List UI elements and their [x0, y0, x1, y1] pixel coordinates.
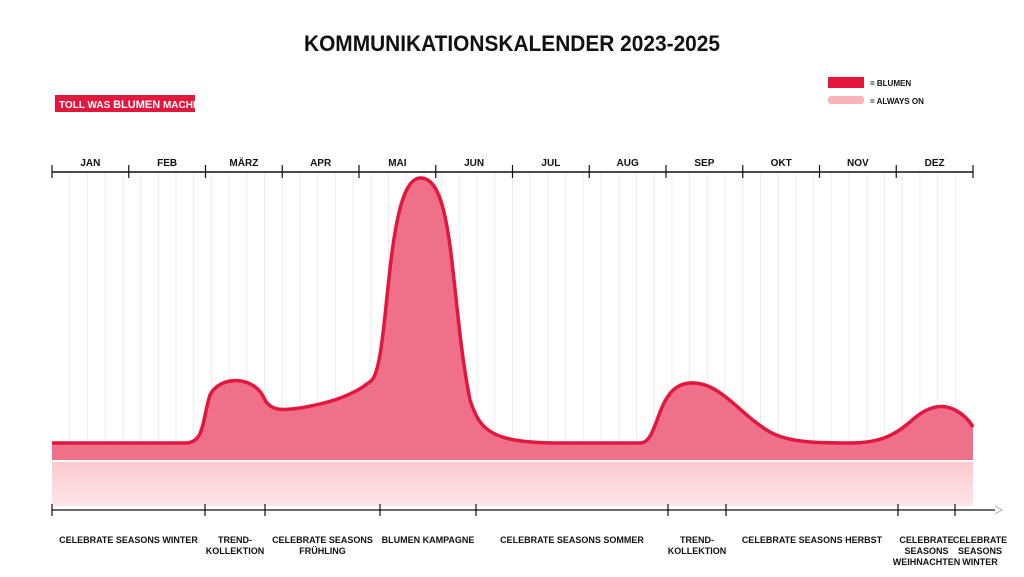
- phase-line: KOLLEKTION: [668, 546, 727, 556]
- phase-line: SEASONS: [958, 546, 1002, 556]
- phase-label: TREND-KOLLEKTION: [206, 535, 265, 556]
- phase-label: CELEBRATE SEASONS WINTER: [953, 535, 1007, 567]
- phase-line: TREND-: [218, 535, 252, 545]
- phase-line: CELEBRATE SEASONS SOMMER: [500, 535, 644, 545]
- phase-line: SEASONS: [904, 546, 948, 556]
- logo-part: TOLL WAS: [59, 100, 111, 111]
- logo: TOLL WAS BLUMEN MACHEN.DE: [55, 95, 217, 112]
- phase-label: CELEBRATE SEASONS HERBST: [742, 535, 883, 545]
- phase-label: CELEBRATE SEASONS FRÜHLING: [272, 535, 373, 556]
- phase-line: KOLLEKTION: [206, 546, 265, 556]
- logo-part: MACHEN: [163, 100, 207, 111]
- month-label: AUG: [617, 158, 639, 169]
- legend-label: = ALWAYS ON: [870, 97, 924, 106]
- phase-line: CELEBRATE: [899, 535, 953, 545]
- blumen-line: [52, 176, 975, 445]
- month-label: FEB: [157, 158, 177, 169]
- legend: = BLUMEN = ALWAYS ON: [828, 77, 924, 106]
- phase-line: TREND-: [680, 535, 714, 545]
- phase-line: WINTER: [962, 557, 998, 567]
- month-label: MAI: [388, 158, 407, 169]
- phase-label: BLUMEN KAMPAGNE: [382, 535, 475, 545]
- legend-label: = BLUMEN: [870, 79, 911, 88]
- logo-bg: [55, 95, 195, 112]
- month-label: SEP: [694, 158, 714, 169]
- phase-line: WEIHNACHTEN: [893, 557, 961, 567]
- month-label: JUN: [464, 158, 484, 169]
- phase-line: FRÜHLING: [299, 546, 346, 556]
- week-grid: [69, 172, 956, 460]
- title: KOMMUNIKATIONSKALENDER 2023-2025: [304, 31, 720, 56]
- phase-label: TREND-KOLLEKTION: [668, 535, 727, 556]
- phase-label: CELEBRATE SEASONS SOMMER: [500, 535, 644, 545]
- always-on-band: [52, 462, 973, 506]
- legend-swatch: [828, 96, 864, 104]
- month-label: DEZ: [925, 158, 945, 169]
- month-label: APR: [310, 158, 332, 169]
- logo-part: BLUMEN: [113, 99, 160, 111]
- month-label: MÄRZ: [229, 156, 258, 169]
- month-label: JAN: [80, 158, 100, 169]
- logo-part: .DE: [207, 104, 217, 110]
- logo-text: TOLL WAS BLUMEN MACHEN.DE: [59, 99, 217, 111]
- labels: JAN FEB MÄRZ APR MAI JUN JUL AUG SEP OKT NOV DEZ CEL…: [51, 156, 1007, 567]
- phase-line: BLUMEN KAMPAGNE: [382, 535, 475, 545]
- phase-line: CELEBRATE SEASONS HERBST: [742, 535, 883, 545]
- phase-label: CELEBRATE SEASONS WEIHNACHTEN: [893, 535, 961, 567]
- phase-label: CELEBRATE SEASONS WINTER: [59, 535, 198, 545]
- month-label: OKT: [771, 158, 792, 169]
- phase-line: CELEBRATE: [953, 535, 1007, 545]
- phase-line: CELEBRATE SEASONS WINTER: [59, 535, 198, 545]
- phase-line: CELEBRATE SEASONS: [272, 535, 373, 545]
- arrow: [994, 505, 1004, 515]
- month-label: JUL: [541, 158, 560, 169]
- legend-swatch: [828, 77, 864, 88]
- month-label: NOV: [847, 158, 869, 169]
